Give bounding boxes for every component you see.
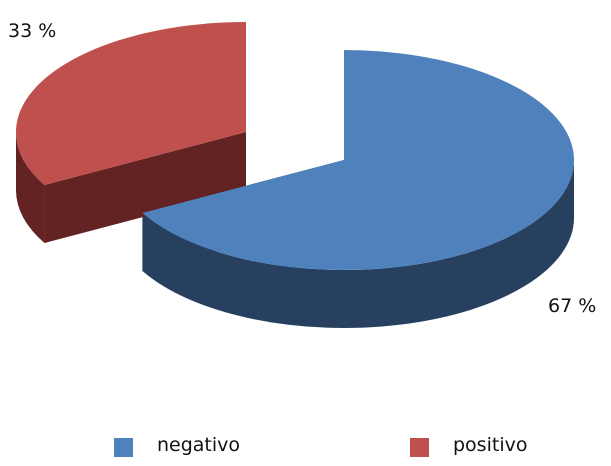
pie-slice-top-positivo [16,22,246,185]
data-label-negativo: 67 % [548,295,596,317]
legend: negativo positivo [0,432,611,466]
data-label-positivo: 33 % [8,20,56,42]
pie-chart: 67 % 33 % [8,20,596,328]
legend-label-positivo: positivo [453,434,528,456]
pie-slice-top-negativo [142,50,574,270]
pie-slice-side-positivo-0 [16,132,45,243]
legend-label-negativo: negativo [157,434,241,456]
pie-slice-side-positivo-1 [44,132,246,243]
legend-swatch-negativo [114,438,133,457]
pie-slice-side-negativo-0 [142,160,574,328]
legend-swatch-positivo [410,438,429,457]
